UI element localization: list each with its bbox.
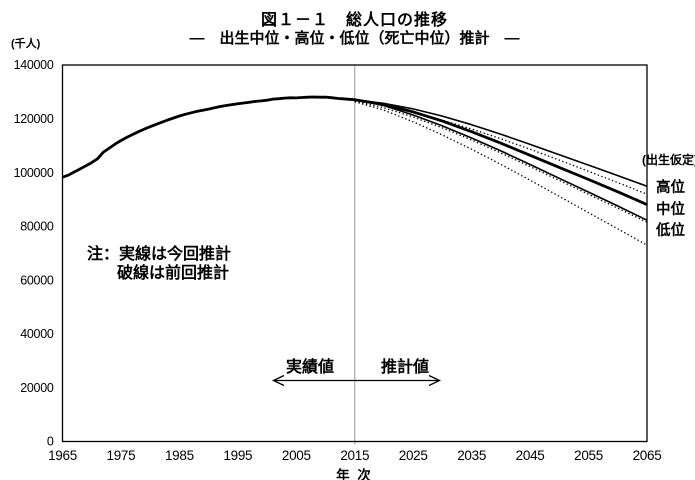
label-medium-variant: 中位 [656,202,685,218]
series-line [354,100,648,223]
x-tick-label: 1995 [223,448,252,463]
x-tick-label: 1965 [48,448,77,463]
x-tick-label: 2045 [516,448,545,463]
series-line [354,98,648,206]
y-tick-label: 20000 [20,381,54,395]
y-tick-label: 100000 [14,166,54,180]
series-line [62,95,355,179]
y-axis-unit-label: (千人) [11,38,41,50]
x-tick-label: 2035 [457,448,486,463]
x-tick-label: 2025 [399,448,428,463]
y-tick-label: 0 [47,435,54,449]
y-tick-label: 140000 [14,58,54,72]
y-tick-label: 60000 [20,273,54,287]
arrow-head-left-icon [271,374,285,387]
actual-period-label: 実績値 [286,359,335,376]
series-line [354,101,648,246]
x-tick-label: 2065 [633,448,662,463]
x-tick-label: 1985 [165,448,194,463]
x-tick-label: 2015 [340,448,369,463]
arrow-head-right-icon [428,374,442,387]
x-tick-label: 1975 [107,448,136,463]
birth-assumption-header: (出生仮定) [642,153,695,167]
projection-period-label: 推計値 [381,359,430,376]
series-line [354,99,648,195]
chart-subtitle: ― 出生中位・高位・低位（死亡中位）推計 ― [189,30,520,47]
note-line-2: 破線は前回推計 [117,265,230,282]
chart-title: 図１－１ 総人口の推移 [260,12,448,29]
x-tick-label: 2055 [574,448,603,463]
x-axis-title: 年 次 [336,468,373,480]
note-line-1: 注：実線は今回推計 [87,246,232,263]
plot-border [61,64,648,443]
series-line [354,98,648,221]
y-tick-label: 40000 [20,327,54,341]
y-tick-label: 120000 [14,112,54,126]
x-tick-label: 2005 [282,448,311,463]
y-tick-label: 80000 [20,220,54,234]
label-high-variant: 高位 [656,180,685,196]
series-line [354,98,648,188]
label-low-variant: 低位 [656,223,685,239]
